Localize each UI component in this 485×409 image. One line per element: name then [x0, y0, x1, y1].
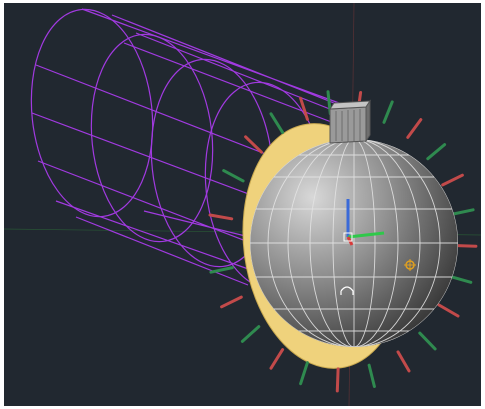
radial-pin[interactable]	[244, 135, 263, 154]
radial-pin[interactable]	[240, 325, 261, 343]
gizmo-x-axis[interactable]	[347, 231, 385, 239]
radial-pin[interactable]	[382, 100, 394, 124]
ucs-marker	[340, 286, 354, 295]
target-icon	[404, 259, 416, 271]
radial-pin[interactable]	[208, 213, 234, 221]
radial-pin[interactable]	[396, 350, 411, 373]
3d-viewport[interactable]	[4, 3, 481, 406]
transform-gizmo[interactable]	[343, 199, 385, 246]
radial-pin[interactable]	[209, 266, 234, 274]
radial-pin[interactable]	[269, 112, 285, 134]
radial-pin[interactable]	[406, 118, 423, 139]
radial-pin[interactable]	[426, 143, 447, 161]
cylinder-generators	[31, 8, 345, 286]
gizmo-origin[interactable]	[343, 232, 353, 242]
radial-pin[interactable]	[220, 295, 243, 309]
radial-pin[interactable]	[299, 361, 309, 386]
radial-pin[interactable]	[222, 169, 245, 183]
scene-canvas[interactable]	[4, 3, 481, 406]
mount-box[interactable]	[329, 99, 371, 144]
sphere[interactable]	[250, 139, 458, 347]
radial-pin[interactable]	[367, 363, 376, 388]
radial-pin[interactable]	[269, 348, 285, 370]
radial-pin[interactable]	[335, 367, 340, 393]
radial-pin[interactable]	[448, 274, 473, 284]
radial-pin[interactable]	[418, 331, 437, 351]
cylinder-end-ring	[30, 8, 154, 218]
radial-pins[interactable]	[208, 90, 478, 393]
mount-box-side	[365, 99, 371, 143]
radial-pin[interactable]	[437, 303, 460, 318]
pivot-marker[interactable]	[404, 259, 416, 271]
sphere-mesh	[250, 139, 458, 347]
radial-pin[interactable]	[441, 173, 464, 187]
radial-pin[interactable]	[450, 208, 475, 216]
radial-pin[interactable]	[299, 96, 309, 121]
